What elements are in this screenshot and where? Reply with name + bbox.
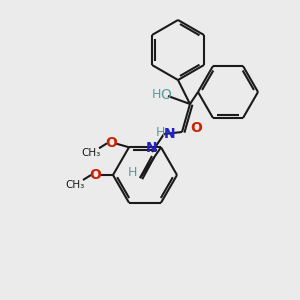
Text: H: H [155,125,165,139]
Text: O: O [190,121,202,135]
Text: H: H [151,88,161,101]
Text: N: N [164,127,176,141]
Text: O: O [89,168,101,182]
Text: O: O [160,88,171,102]
Text: H: H [127,166,137,178]
Text: CH₃: CH₃ [65,180,85,190]
Text: CH₃: CH₃ [81,148,101,158]
Text: O: O [105,136,117,150]
Text: N: N [146,141,158,155]
